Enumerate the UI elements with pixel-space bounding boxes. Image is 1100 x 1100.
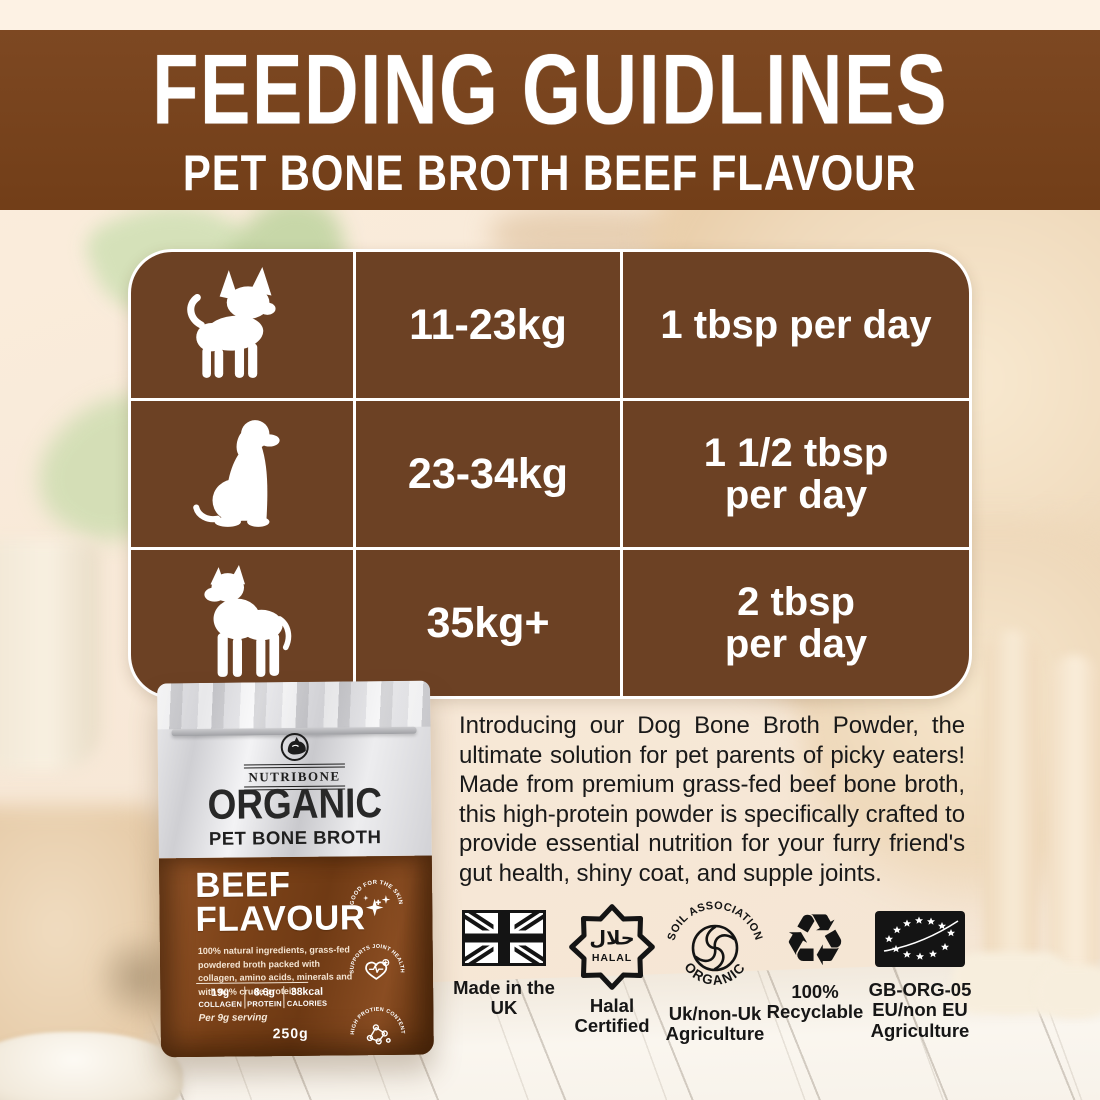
eu-organic-icon (875, 911, 965, 967)
dose-text: 2 tbsp per day (724, 579, 868, 666)
table-cell-dog-medium (131, 401, 353, 547)
cert-eu-organic: GB-ORG-05 EU/non EU Agriculture (864, 901, 976, 1045)
weight-range: 11-23kg (409, 300, 567, 349)
uk-flag-icon (462, 910, 546, 966)
intro-paragraph: Introducing our Dog Bone Broth Powder, t… (459, 712, 965, 887)
svg-text:HIGH PROTIEN CONTENT: HIGH PROTIEN CONTENT (350, 1006, 406, 1035)
background-dog-paw (1035, 965, 1100, 1017)
protein-molecule-icon (366, 1024, 391, 1045)
table-cell-dose: 1 1/2 tbsp per day (623, 401, 969, 547)
product-package: NUTRIBONE ORGANIC PET BONE BROTH BEEF FL… (157, 680, 434, 1058)
cert-halal: حلال HALAL Halal Certified (560, 901, 664, 1045)
halal-arabic-text: حلال (589, 926, 634, 949)
weight-range: 23-34kg (407, 449, 569, 498)
dog-head-circle-icon (280, 733, 309, 762)
package-net-weight: 250g (272, 1024, 309, 1042)
cert-label: Made in the UK (453, 977, 555, 1019)
svg-text:SUPPORTS JOINT HEALTH: SUPPORTS JOINT HEALTH (349, 943, 405, 973)
cert-label: Uk/non-Uk Agriculture (665, 1003, 765, 1045)
svg-text:SOIL ASSOCIATION: SOIL ASSOCIATION (665, 901, 764, 942)
badge-arc-text: SUPPORTS JOINT HEALTH (349, 943, 405, 973)
badge-joint-health: SUPPORTS JOINT HEALTH (349, 943, 405, 980)
table-cell-dose: 2 tbsp per day (623, 550, 969, 696)
cert-label: GB-ORG-05 EU/non EU Agriculture (868, 979, 972, 1041)
badge-protein-content: HIGH PROTIEN CONTENT (350, 1006, 406, 1045)
brand-logo: NUTRIBONE (158, 731, 432, 792)
header-banner: FEEDING GUIDLINES PET BONE BROTH BEEF FL… (0, 30, 1100, 210)
halal-icon: حلال HALAL (569, 904, 655, 990)
package-serving-note: Per 9g serving (198, 1012, 268, 1025)
stat-label: CALORIES (286, 998, 328, 1008)
joint-health-heart-icon (365, 958, 390, 980)
package-title-organic: ORGANIC (207, 779, 383, 828)
package-nutrition-stats: 19g COLLAGEN 8.6g PROTEIN 38kcal CALORIE… (196, 981, 330, 1009)
stat-value: 38kcal (290, 985, 324, 999)
dose-text: 1 tbsp per day (660, 302, 932, 347)
sitting-dog-icon (193, 420, 280, 527)
weight-range: 35kg+ (426, 598, 550, 647)
package-flavour: BEEF FLAVOUR (194, 865, 366, 939)
badge-good-for-skin: GOOD FOR THE SKIN (349, 880, 403, 917)
halal-latin-text: HALAL (592, 952, 632, 964)
stat-calories: 38kcal CALORIES (283, 985, 330, 1008)
page-title: FEEDING GUIDLINES (152, 33, 948, 145)
chihuahua-icon (187, 267, 276, 378)
recycle-icon: ♻ (782, 898, 848, 982)
feeding-table: 11-23kg 1 tbsp per day 23-34kg (128, 249, 972, 699)
sparkle-icon (363, 895, 391, 917)
cert-made-in-uk: Made in the UK (448, 901, 560, 1045)
certifications-row: Made in the UK حلال HALAL Halal Certifie… (448, 901, 976, 1045)
page-subtitle: PET BONE BROTH BEEF FLAVOUR (183, 144, 917, 201)
package-title-product: PET BONE BROTH (208, 826, 382, 849)
stat-protein: 8.6g PROTEIN (243, 986, 284, 1009)
top-cream-strip (0, 0, 1100, 30)
svg-text:ORGANIC: ORGANIC (681, 960, 748, 988)
dose-text: 1 1/2 tbsp per day (703, 430, 889, 517)
stat-label: PROTEIN (247, 998, 282, 1009)
package-crinkle-texture (157, 680, 431, 730)
table-cell-dose: 1 tbsp per day (623, 252, 969, 398)
cert-label: Halal Certified (574, 995, 650, 1037)
cert-recyclable: ♻ 100% Recyclable (766, 901, 864, 1045)
table-cell-dog-large (131, 550, 353, 696)
package-badges: GOOD FOR THE SKIN SUPPORTS JOINT HEALTH (348, 867, 406, 1052)
stat-collagen: 19g COLLAGEN (196, 987, 244, 1009)
table-cell-weight: 23-34kg (356, 401, 620, 547)
soil-arc-bottom: ORGANIC (681, 960, 747, 988)
stat-label: COLLAGEN (198, 999, 243, 1009)
cert-label: 100% Recyclable (766, 981, 864, 1023)
table-cell-weight: 35kg+ (356, 550, 620, 696)
table-cell-weight: 11-23kg (356, 252, 620, 398)
cert-soil-association: SOIL ASSOCIATION ORGANIC Uk/non-Uk Agric… (664, 901, 766, 1045)
background-dog-leg (984, 630, 1038, 1010)
background-dog-bowl (0, 1032, 183, 1100)
stat-value: 19g (211, 986, 230, 999)
table-cell-dog-small (131, 252, 353, 398)
stat-value: 8.6g (253, 986, 275, 999)
soil-arc-top: SOIL ASSOCIATION (665, 901, 764, 942)
background-plant-pot (0, 540, 100, 770)
soil-association-icon: SOIL ASSOCIATION ORGANIC (665, 901, 764, 988)
badge-arc-text: HIGH PROTIEN CONTENT (350, 1006, 406, 1035)
large-dog-icon (204, 565, 292, 677)
